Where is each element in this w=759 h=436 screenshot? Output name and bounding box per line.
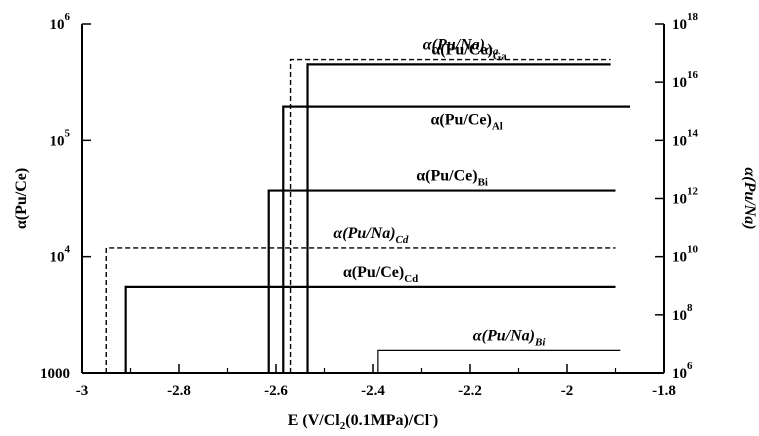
x-tick-label: -1.8 <box>652 383 676 399</box>
series-label-subscript: Ga <box>485 46 499 58</box>
series-label-subscript: Bi <box>534 336 546 348</box>
tick-exponent: 6 <box>687 360 693 372</box>
tick-base: 10 <box>672 308 687 324</box>
tick-base: 10 <box>672 17 687 33</box>
tick-exponent: 10 <box>687 244 699 256</box>
x-title-superscript: - <box>429 409 433 421</box>
tick-base: 10 <box>672 250 687 266</box>
y-right-tick-label: 1010 <box>672 244 699 266</box>
tick-exponent: 4 <box>65 244 71 256</box>
tick-base: 10 <box>672 192 687 208</box>
x-tick-label: -2.6 <box>264 383 288 399</box>
series-label-subscript: Bi <box>478 177 488 189</box>
y-left-tick-label: 105 <box>50 127 71 149</box>
series-label-5: α(Pu/Ce)Cd <box>343 264 418 285</box>
y-right-tick-label: 1016 <box>672 69 699 91</box>
series-line-6 <box>377 349 621 373</box>
x-tick-label: -2 <box>561 383 574 399</box>
series-label-3: α(Pu/Ce)Bi <box>416 168 488 189</box>
y-left-tick-label: 106 <box>50 11 71 33</box>
series-label-subscript: Cd <box>396 234 409 246</box>
tick-base: 10 <box>50 17 65 33</box>
tick-exponent: 8 <box>687 302 693 314</box>
series-label-2: α(Pu/Ce)Al <box>430 112 502 133</box>
tick-exponent: 18 <box>687 11 699 23</box>
x-title-part: E (V/Cl <box>288 412 341 429</box>
y-right-tick-label: 106 <box>672 360 693 382</box>
x-title-part: (0.1MPa)/Cl <box>345 412 430 429</box>
series-label-base: α(Pu/Ce) <box>416 168 477 185</box>
series-labels: α(Pu/Na)Gaα(Pu/Ce)Gaα(Pu/Ce)Alα(Pu/Ce)Bi… <box>333 37 546 349</box>
series-label-subscript: Al <box>492 121 503 133</box>
y-right-tick-label: 108 <box>672 302 693 324</box>
x-tick-label: -3 <box>76 383 89 399</box>
series-line-1 <box>306 63 611 373</box>
tick-base: 10 <box>50 133 65 149</box>
tick-base: 10 <box>672 75 687 91</box>
y-right-tick-label: 1014 <box>672 127 699 149</box>
series-line-4 <box>105 247 616 373</box>
x-tick-label: -2.4 <box>361 383 385 399</box>
series-label-base: α(Pu/Na) <box>423 37 485 54</box>
y-left-tick-label: 1000 <box>40 366 70 382</box>
y-left-tick-label: 104 <box>50 244 71 266</box>
series-line-0 <box>289 58 611 373</box>
tick-base: 10 <box>672 133 687 149</box>
series-line-3 <box>267 189 616 373</box>
series-label-base: α(Pu/Na) <box>333 225 395 242</box>
tick-exponent: 12 <box>687 186 699 198</box>
series-line-5 <box>124 285 616 373</box>
series-label-6: α(Pu/Na)Bi <box>473 327 547 348</box>
series-label-0: α(Pu/Na)Ga <box>423 37 499 58</box>
x-title-part: ) <box>433 412 438 429</box>
series-label-base: α(Pu/Na) <box>473 327 535 344</box>
series-label-base: α(Pu/Ce) <box>430 112 491 129</box>
series-label-4: α(Pu/Na)Cd <box>333 225 409 246</box>
tick-exponent: 14 <box>687 127 699 139</box>
tick-exponent: 6 <box>65 11 71 23</box>
x-tick-label: -2.2 <box>458 383 482 399</box>
tick-base: 10 <box>50 250 65 266</box>
series-label-base: α(Pu/Ce) <box>431 41 492 58</box>
series-label-subscript: Ga <box>493 50 508 62</box>
y-axis-title-right: α(Pu/Na) <box>741 167 758 229</box>
x-tick-label: -2.8 <box>167 383 191 399</box>
y-right-tick-label: 1018 <box>672 11 699 33</box>
series-line-2 <box>282 105 631 373</box>
y-right-tick-label: 1012 <box>672 186 699 208</box>
series-label-1: α(Pu/Ce)Ga <box>431 41 507 62</box>
tick-exponent: 5 <box>65 127 71 139</box>
tick-exponent: 16 <box>687 69 699 81</box>
series-group <box>105 58 631 373</box>
x-title-subscript: 2 <box>340 420 346 432</box>
tick-base: 10 <box>672 366 687 382</box>
series-label-subscript: Cd <box>404 273 418 285</box>
x-axis-title: E (V/Cl2(0.1MPa)/Cl-) <box>288 409 438 432</box>
series-label-base: α(Pu/Ce) <box>343 264 404 281</box>
y-axis-title-left: α(Pu/Ce) <box>13 168 30 229</box>
axes: -3 -2.8 -2.6 -2.4 -2.2 -2 -1.81000104105106106… <box>40 11 699 399</box>
